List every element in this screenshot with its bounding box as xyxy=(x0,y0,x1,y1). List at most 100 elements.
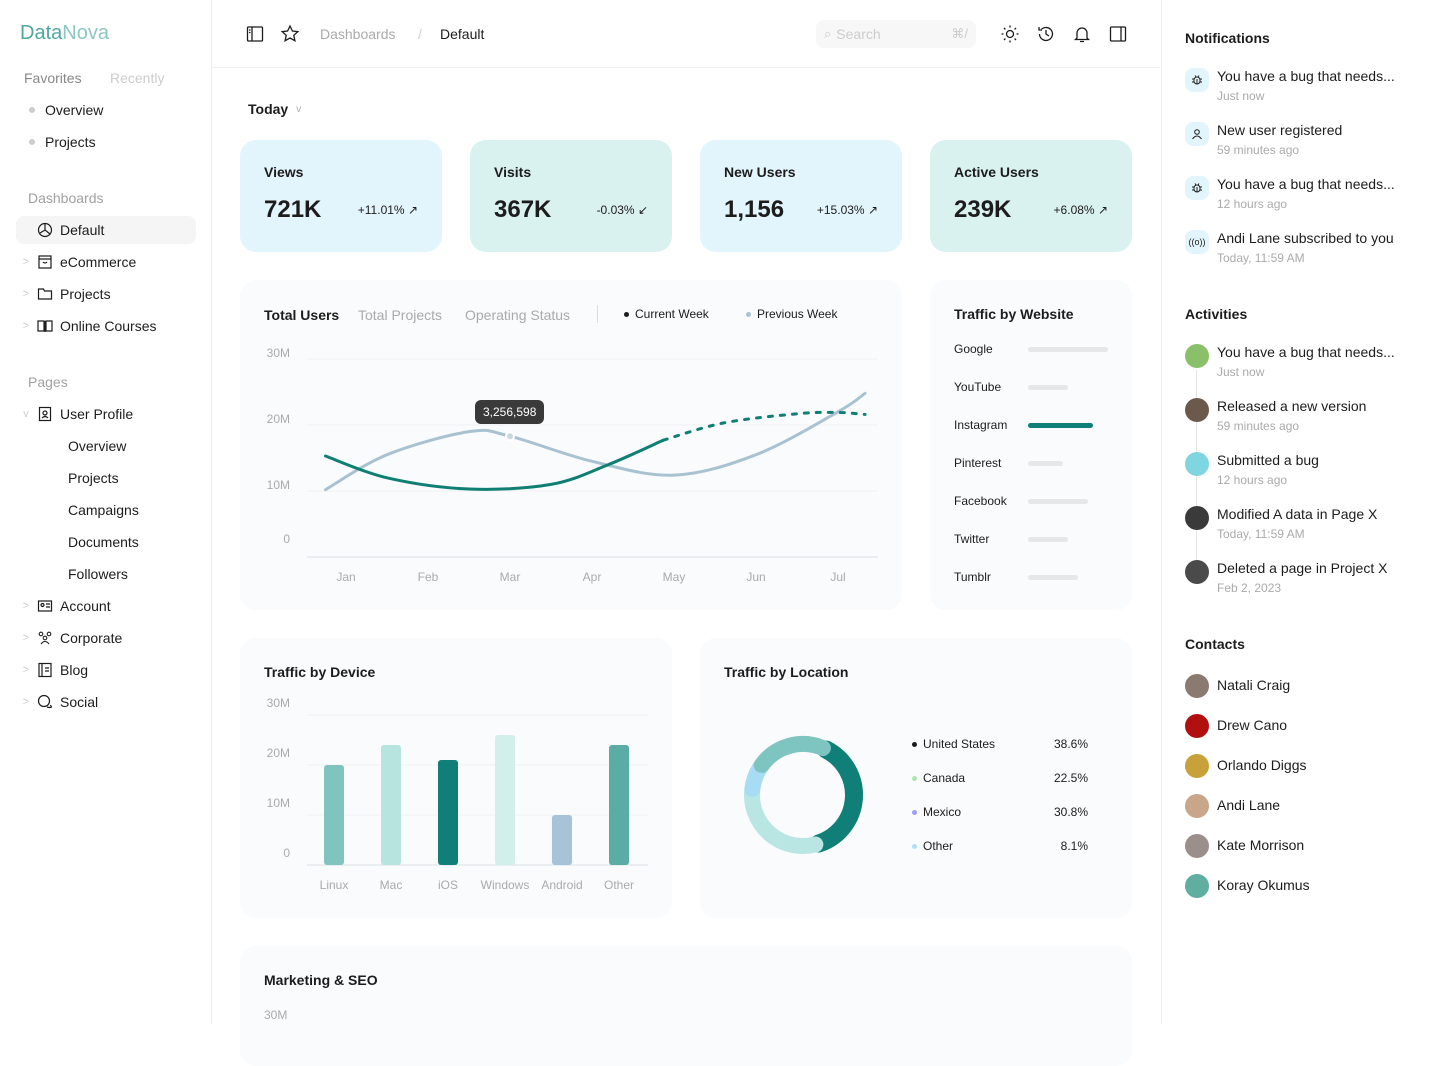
sun-icon[interactable] xyxy=(1000,24,1020,44)
contact-item[interactable]: Natali Craig xyxy=(1185,674,1425,714)
activity-item[interactable]: You have a bug that needs... Just now xyxy=(1185,344,1425,384)
favorite-overview[interactable]: Overview xyxy=(16,96,196,124)
sidebar-item-blog[interactable]: > Blog xyxy=(16,656,196,684)
label: Projects xyxy=(45,134,96,150)
x-tick: Other xyxy=(603,878,634,892)
search-input[interactable]: ⌕ Search ⌘/ xyxy=(816,20,976,48)
series-current-week-line xyxy=(324,438,665,491)
website-label: Pinterest xyxy=(954,456,1002,470)
avatar xyxy=(1185,794,1209,818)
notification-item[interactable]: You have a bug that needs... 12 hours ago xyxy=(1185,176,1425,216)
bell-icon[interactable] xyxy=(1072,24,1092,44)
notification-text: New user registered xyxy=(1217,122,1343,138)
y-tick: 30M xyxy=(266,696,290,710)
sidebar-item-projects[interactable]: > Projects xyxy=(16,280,196,308)
activity-item[interactable]: Deleted a page in Project X Feb 2, 2023 xyxy=(1185,560,1425,600)
sidebar-item-user-profile[interactable]: v User Profile xyxy=(16,400,196,428)
pie-chart-icon xyxy=(36,221,54,239)
section-dashboards: Dashboards xyxy=(28,190,104,206)
contact-item[interactable]: Orlando Diggs xyxy=(1185,754,1425,794)
y-tick: 20M xyxy=(266,412,290,426)
contact-item[interactable]: Andi Lane xyxy=(1185,794,1425,834)
panel-toggle-icon[interactable] xyxy=(1108,24,1128,44)
legend-label: Previous Week xyxy=(757,307,838,321)
stat-value: 721K xyxy=(264,196,322,223)
activity-text: Submitted a bug xyxy=(1217,452,1319,468)
legend-dot xyxy=(746,311,751,317)
search-placeholder: Search xyxy=(836,26,881,42)
sidebar-item-default[interactable]: Default xyxy=(16,216,196,244)
label: eCommerce xyxy=(60,254,137,270)
legend-value: 22.5% xyxy=(1053,771,1088,785)
sidebar-subitem-overview[interactable]: Overview xyxy=(68,438,127,454)
favorite-projects[interactable]: Projects xyxy=(16,128,196,156)
star-icon[interactable] xyxy=(280,24,300,44)
tab-total-users[interactable]: Total Users xyxy=(264,307,340,323)
date-filter-dropdown[interactable]: Today v xyxy=(248,101,301,117)
bar-linux xyxy=(324,765,344,865)
y-tick: 10M xyxy=(266,796,290,810)
slice-united-states xyxy=(809,740,863,853)
stat-value: 1,156 xyxy=(724,196,785,223)
history-icon[interactable] xyxy=(1036,24,1056,44)
contact-item[interactable]: Kate Morrison xyxy=(1185,834,1425,874)
legend-value: 30.8% xyxy=(1053,805,1088,819)
sidebar-item-corporate[interactable]: > Corporate xyxy=(16,624,196,652)
sidebar-item-social[interactable]: > Social xyxy=(16,688,196,716)
total-users-card xyxy=(240,280,902,610)
stat-change: +6.08% ↗ xyxy=(1054,203,1108,217)
stat-title: New Users xyxy=(724,164,796,180)
x-tick: Apr xyxy=(582,570,602,584)
label: Online Courses xyxy=(60,318,157,334)
y-tick: 30M xyxy=(264,1008,288,1022)
notification-item[interactable]: You have a bug that needs... Just now xyxy=(1185,68,1425,108)
notification-item[interactable]: ((o)) Andi Lane subscribed to you Today, 1… xyxy=(1185,230,1425,270)
tooltip-point[interactable] xyxy=(505,431,515,442)
series-current-week-projected xyxy=(661,410,867,442)
tab-total-projects[interactable]: Total Projects xyxy=(358,307,443,323)
stat-card-new-users: New Users 1,156 +15.03% ↗ xyxy=(700,140,902,252)
tab-operating-status[interactable]: Operating Status xyxy=(465,307,571,323)
x-tick: Jan xyxy=(336,570,356,584)
activity-item[interactable]: Released a new version 59 minutes ago xyxy=(1185,398,1425,438)
activity-time: Just now xyxy=(1217,365,1265,379)
activity-item[interactable]: Submitted a bug 12 hours ago xyxy=(1185,452,1425,492)
sidebar-toggle-icon[interactable] xyxy=(245,24,265,44)
sidebar-item-online-courses[interactable]: > Online Courses xyxy=(16,312,196,340)
stat-title: Views xyxy=(264,164,304,180)
sidebar-subitem-documents[interactable]: Documents xyxy=(68,534,139,550)
x-tick: iOS xyxy=(437,878,458,892)
sidebar-subitem-projects[interactable]: Projects xyxy=(68,470,119,486)
y-tick: 20M xyxy=(266,746,290,760)
series-previous-week-line xyxy=(324,391,867,492)
bar-ios xyxy=(438,760,458,865)
legend-dot xyxy=(624,311,629,317)
tab-favorites[interactable]: Favorites xyxy=(24,70,82,86)
sidebar-subitem-campaigns[interactable]: Campaigns xyxy=(68,502,139,518)
sidebar-subitem-followers[interactable]: Followers xyxy=(68,566,128,582)
website-label: Google xyxy=(954,342,993,356)
contact-item[interactable]: Koray Okumus xyxy=(1185,874,1425,914)
sidebar-item-account[interactable]: > Account xyxy=(16,592,196,620)
breadcrumb-dashboards[interactable]: Dashboards xyxy=(320,26,396,42)
bug-icon xyxy=(1185,176,1209,200)
label: Blog xyxy=(60,662,89,678)
contact-name: Orlando Diggs xyxy=(1217,757,1307,773)
chart-tooltip: 3,256,598 xyxy=(475,400,545,424)
broadcast-icon: ((o)) xyxy=(1185,230,1209,254)
activity-item[interactable]: Modified A data in Page X Today, 11:59 AM xyxy=(1185,506,1425,546)
legend-dot xyxy=(912,843,917,849)
chevron-right-icon: > xyxy=(22,600,30,612)
tab-recently[interactable]: Recently xyxy=(110,70,165,86)
website-label: Twitter xyxy=(954,532,990,546)
contact-name: Kate Morrison xyxy=(1217,837,1305,853)
notification-item[interactable]: New user registered 59 minutes ago xyxy=(1185,122,1425,162)
x-tick: Feb xyxy=(417,570,439,584)
sidebar-item-ecommerce[interactable]: > eCommerce xyxy=(16,248,196,276)
bullet-icon xyxy=(29,139,35,145)
contact-item[interactable]: Drew Cano xyxy=(1185,714,1425,754)
legend-dot xyxy=(912,741,917,747)
stat-card-visits: Visits 367K -0.03% ↙ xyxy=(470,140,672,252)
website-bar-tumblr xyxy=(1028,575,1078,580)
activity-text: Released a new version xyxy=(1217,398,1367,414)
